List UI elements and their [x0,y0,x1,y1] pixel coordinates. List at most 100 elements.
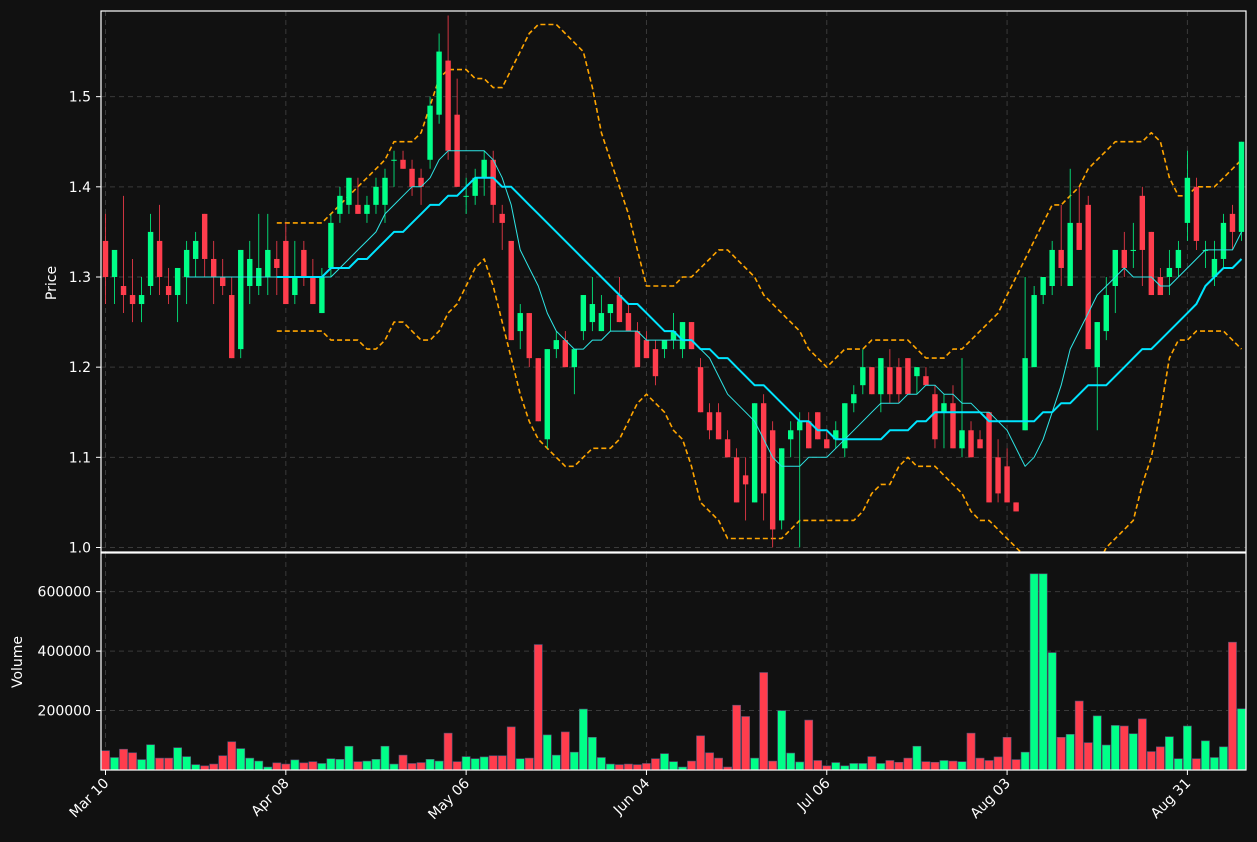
candle-body [156,240,163,277]
volume-bar [362,760,372,771]
volume-bar [1219,746,1228,771]
volume-bar [876,763,886,771]
candle-body [400,159,406,169]
candle-body [941,403,947,413]
candle-body [382,177,388,205]
candle-body [932,394,938,440]
volume-bar [606,763,615,771]
candle-body [1139,195,1146,250]
candle-body [815,412,821,440]
candle-body [1121,249,1127,268]
volume-bar [624,763,633,771]
volume-bar [218,755,228,771]
volume-bar [669,761,678,771]
volume-bar [416,762,426,771]
price-candles [102,15,1245,548]
candle-body [427,105,433,160]
price-y-ticks: 1.0 1.1 1.2 1.3 1.4 1.5 [69,90,101,556]
price-tick-label: 1.5 [69,90,91,106]
candle-body [1112,249,1118,287]
candle-body [490,159,496,205]
bollinger-bands [276,23,1243,552]
volume-bar [651,758,660,771]
volume-bar [1165,736,1174,771]
candle-body [147,231,154,287]
candle-body [373,186,379,205]
volume-bar [930,761,940,771]
candle-body [1130,249,1137,251]
volume-bar [741,716,750,771]
candle-body [508,240,514,341]
candle-body [733,457,740,503]
volume-bars [101,573,1246,771]
volume-axis-label: Volume [10,636,26,688]
candle-body [220,276,226,287]
volume-bar [290,759,300,771]
volume-bar [110,757,119,771]
volume-bar [479,756,489,771]
candle-body [706,412,713,431]
candle-body [742,475,749,485]
volume-bar [398,754,408,771]
candle-body [778,448,785,521]
bollinger-band-line [276,258,1243,552]
volume-bar [317,763,327,771]
volume-bar [1065,734,1075,771]
volume-tick-label: 200000 [38,704,91,720]
volume-y-ticks: 200000 400000 600000 [38,585,101,720]
volume-bar [993,756,1003,771]
candle-body [183,249,190,277]
volume-bar [804,719,814,771]
candle-body [914,367,920,377]
volume-bar [299,762,309,771]
volume-bar [1228,641,1237,771]
candle-body [499,213,505,223]
candle-body [247,258,253,287]
volume-bar [173,747,182,771]
volume-bar [705,752,714,771]
volume-bar [164,757,173,771]
candle-body [436,51,442,115]
candle-body [328,222,334,268]
volume-bar [750,757,759,771]
volume-bar [696,735,705,771]
volume-bar [1110,725,1120,771]
candle-body [571,349,578,368]
volume-bar [1201,740,1210,771]
candle-body [1166,267,1173,277]
volume-bar [687,760,696,771]
volume-bar [335,758,345,771]
volume-bar [506,726,516,771]
candle-body [950,403,956,449]
volume-bar [795,761,805,771]
candle-body [526,313,532,359]
candle-body [977,439,983,449]
candle-body [860,367,866,386]
volume-bar [578,708,588,771]
volume-bar [822,765,832,771]
candle-body [562,340,569,368]
candle-body [986,412,992,503]
candle-body [355,204,361,214]
candle-body [1022,358,1028,431]
volume-panel-frame [100,552,1247,771]
volume-bar [1056,737,1066,771]
candle-body [1058,249,1064,268]
volume-bar [533,644,543,771]
volume-bar [939,760,949,771]
candle-body [688,322,695,350]
candle-body [517,313,523,332]
price-panel: 1.0 1.1 1.2 1.3 1.4 1.5 Price [44,10,1247,556]
volume-bar [569,751,579,771]
volume-tick-label: 400000 [38,644,91,660]
price-axis-label: Price [44,266,60,300]
volume-bar [254,760,264,771]
candle-body [192,240,199,259]
candle-body [174,267,181,296]
candle-body [364,204,370,214]
candle-body [1220,222,1227,259]
volume-bar [921,761,931,771]
volume-bar [470,758,480,771]
volume-bar [849,763,859,771]
volume-bar [948,760,958,771]
